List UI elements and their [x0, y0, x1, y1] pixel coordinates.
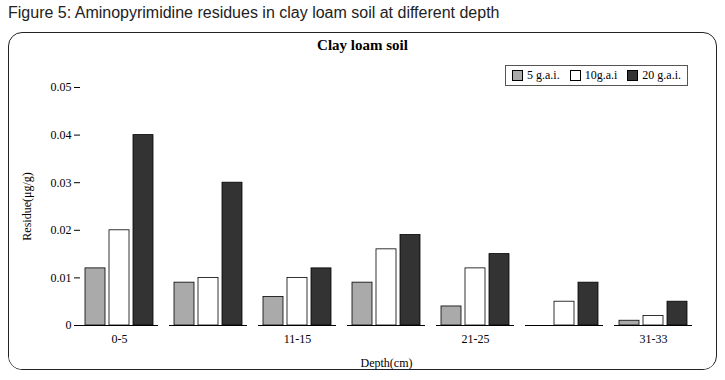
svg-text:Residue(μg/g): Residue(μg/g)	[20, 172, 34, 240]
svg-text:11-15: 11-15	[284, 332, 312, 346]
svg-text:31-33: 31-33	[640, 332, 668, 346]
svg-text:0-5: 0-5	[112, 332, 128, 346]
svg-text:0.05: 0.05	[51, 80, 72, 94]
svg-text:0: 0	[66, 318, 72, 332]
svg-text:0.04: 0.04	[51, 128, 72, 142]
svg-text:Depth(cm): Depth(cm)	[361, 356, 413, 370]
svg-text:21-25: 21-25	[462, 332, 490, 346]
svg-text:0.03: 0.03	[51, 176, 72, 190]
svg-text:0.02: 0.02	[51, 223, 72, 237]
html-text:Figure 5: Aminopyrimidine resi: Figure 5: Aminopyrimidine residues in cl…	[8, 4, 500, 21]
html-text:Clay loam soil: Clay loam soil	[317, 37, 408, 53]
html-text:20 g.a.i.: 20 g.a.i.	[642, 68, 681, 82]
html-text:5 g.a.i.: 5 g.a.i.	[527, 68, 560, 82]
svg-text:0.01: 0.01	[51, 271, 72, 285]
html-text:10g.a.i: 10g.a.i	[584, 68, 618, 82]
